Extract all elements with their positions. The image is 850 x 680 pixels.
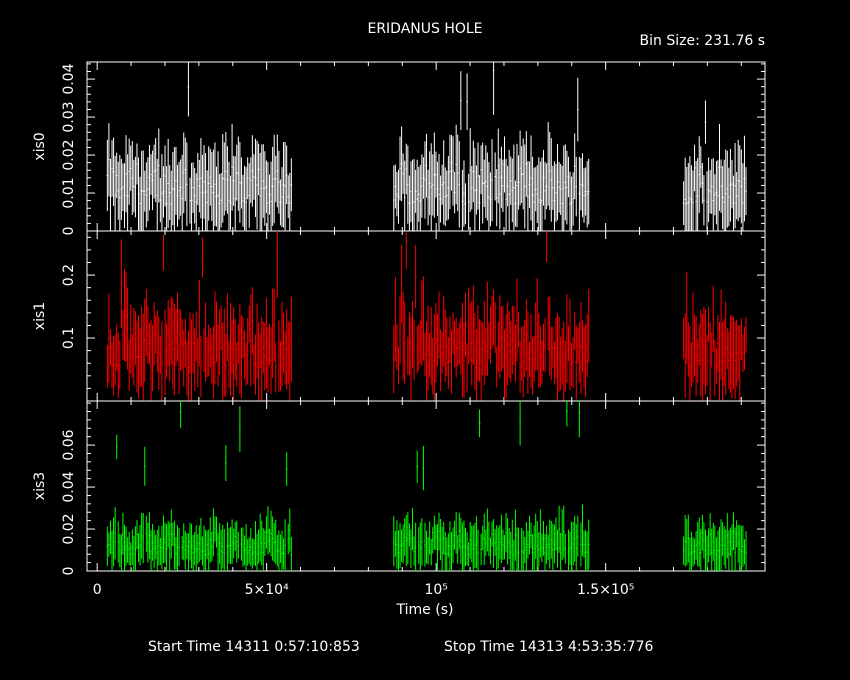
y-tick-label: 0.04 (61, 471, 77, 502)
y-axis-label: xis0 (32, 132, 48, 160)
bin-size-label: Bin Size: 231.76 s (640, 33, 765, 49)
series-xis3 (106, 401, 747, 571)
y-tick-label: 0.02 (61, 139, 77, 170)
y-axis-label: xis3 (32, 472, 48, 500)
y-tick-label: 0.04 (61, 63, 77, 94)
y-axis-label: xis1 (32, 302, 48, 330)
x-tick-label: 5×10⁴ (245, 582, 289, 598)
y-tick-label: 0.1 (61, 327, 77, 349)
start-time-label: Start Time 14311 0:57:10:853 (148, 639, 360, 655)
y-tick-label: 0.01 (61, 177, 77, 208)
panel-frame (86, 400, 766, 572)
stop-time-label: Stop Time 14313 4:53:35:776 (444, 639, 653, 655)
y-tick-label: 0.03 (61, 101, 77, 132)
y-tick-label: 0.2 (61, 264, 77, 286)
x-tick-label: 0 (93, 582, 102, 598)
panel-xis0: 0 0.01 0.02 0.03 0.04 xis0 (32, 61, 766, 236)
series-xis1 (106, 231, 747, 401)
y-tick-label: 0.02 (61, 513, 77, 544)
panels-group: 0 0.01 0.02 0.03 0.04 xis0 0.1 0.2 xis1 0 0.02 0.04… (32, 61, 766, 598)
x-tick-label: 10⁵ (424, 582, 447, 598)
chart-title: ERIDANUS HOLE (367, 21, 482, 37)
series-xis0 (106, 62, 747, 231)
y-tick-label: 0 (61, 227, 77, 236)
panel-xis1: 0.1 0.2 xis1 (32, 230, 766, 402)
y-tick-label: 0 (61, 567, 77, 576)
panel-xis3: 0 0.02 0.04 0.06 xis3 (32, 400, 766, 576)
y-tick-label: 0.06 (61, 429, 77, 460)
x-tick-label: 1.5×10⁵ (577, 582, 634, 598)
x-tick-labels: 0 5×10⁴ 10⁵ 1.5×10⁵ (93, 582, 635, 598)
x-axis-label: Time (s) (396, 602, 454, 618)
